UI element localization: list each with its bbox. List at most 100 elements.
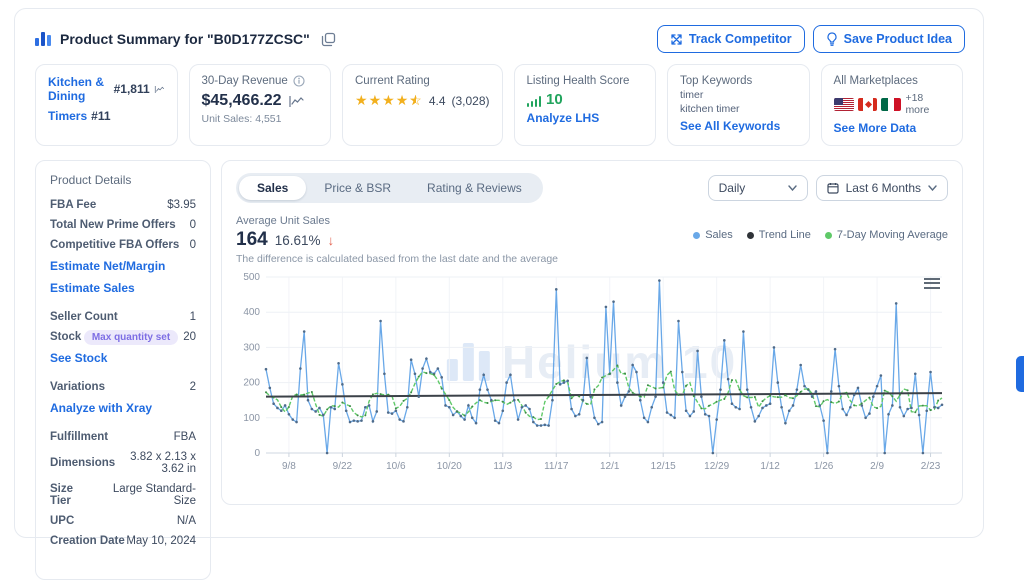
chevron-down-icon	[787, 185, 797, 191]
svg-text:11/17: 11/17	[544, 461, 569, 472]
detail-row: Total New Prime Offers 0	[50, 219, 196, 231]
info-icon[interactable]	[293, 75, 305, 87]
metric-delta: 16.61%	[274, 233, 321, 248]
detail-row: Seller Count 1	[50, 311, 196, 323]
see-all-keywords-link[interactable]: See All Keywords	[680, 119, 781, 134]
category-link[interactable]: Kitchen & Dining	[48, 75, 105, 103]
svg-text:10/6: 10/6	[386, 461, 406, 472]
category-rank-card: Kitchen & Dining #1,811 Timers #11	[35, 64, 178, 146]
svg-text:10/20: 10/20	[437, 461, 462, 472]
unit-sales-label: Unit Sales:	[201, 113, 253, 125]
lhs-card: Listing Health Score 10 Analyze LHS	[513, 64, 657, 146]
detail-label: UPC	[50, 515, 75, 527]
rating-label: Current Rating	[355, 75, 430, 87]
ca-flag-icon	[857, 97, 878, 111]
detail-label: Seller Count	[50, 311, 118, 323]
sales-line-chart[interactable]: 0 100 200 300 400 500 9/8 9/22 10/6 10/20 11/3 11/1…	[236, 267, 948, 489]
subcategory-link[interactable]: Timers	[48, 109, 88, 123]
detail-value: 20	[183, 331, 196, 343]
detail-label: Total New Prime Offers	[50, 219, 176, 231]
signal-bars-icon	[526, 96, 542, 107]
save-product-idea-label: Save Product Idea	[843, 32, 952, 46]
svg-text:0: 0	[254, 448, 260, 459]
stat-cards-row: Kitchen & Dining #1,811 Timers #11 30-Da…	[15, 64, 983, 146]
detail-row: UPC N/A	[50, 515, 196, 527]
subcategory-rank: #11	[91, 109, 111, 123]
category-rank: #1,811	[113, 82, 150, 96]
chart-legend: Sales Trend Line 7-Day Moving Average	[693, 229, 948, 241]
estimate-net-margin-link[interactable]: Estimate Net/Margin	[50, 259, 166, 273]
svg-text:11/3: 11/3	[493, 461, 512, 472]
see-stock-link[interactable]: See Stock	[50, 351, 108, 365]
detail-label: FBA Fee	[50, 199, 97, 211]
sales-chart-card: Sales Price & BSR Rating & Reviews Daily…	[221, 160, 963, 505]
detail-label: Dimensions	[50, 457, 116, 469]
estimate-sales-link[interactable]: Estimate Sales	[50, 281, 135, 295]
analyze-with-xray-link[interactable]: Analyze with Xray	[50, 401, 153, 415]
svg-text:200: 200	[243, 378, 260, 389]
svg-text:400: 400	[243, 307, 260, 318]
svg-text:1/12: 1/12	[760, 461, 780, 472]
svg-text:12/15: 12/15	[651, 461, 676, 472]
metric-value: 164	[236, 229, 268, 250]
tab-price-bsr[interactable]: Price & BSR	[324, 181, 392, 195]
chevron-down-icon	[928, 185, 937, 191]
svg-text:12/1: 12/1	[600, 461, 620, 472]
legend-item-7-day-moving-average[interactable]: 7-Day Moving Average	[824, 229, 948, 241]
svg-text:500: 500	[243, 272, 260, 283]
granularity-select[interactable]: Daily	[707, 175, 808, 201]
marketplaces-label: All Marketplaces	[833, 75, 918, 87]
lhs-label: Listing Health Score	[526, 75, 630, 87]
svg-text:300: 300	[243, 342, 260, 353]
detail-value: 0	[189, 239, 196, 251]
decrease-arrow-icon: ↓	[327, 233, 335, 248]
chart-menu-icon[interactable]	[924, 275, 940, 291]
detail-row: FBA Fee $3.95	[50, 199, 196, 211]
keyword-item: timer	[680, 89, 704, 101]
lhs-score: 10	[546, 91, 563, 108]
track-competitor-button[interactable]: Track Competitor	[656, 25, 805, 53]
max-quantity-badge: Max quantity set	[83, 330, 179, 345]
revenue-history-chart-icon[interactable]	[288, 95, 305, 108]
svg-text:9/22: 9/22	[333, 461, 353, 472]
review-count: (3,028)	[451, 93, 490, 108]
marketplaces-card: All Marketplaces +18 more See More Data	[820, 64, 964, 146]
rating-card: Current Rating ★★★★☆★ 4.4 (3,028)	[342, 64, 503, 146]
product-details-card: Product Details FBA Fee $3.95 Total New Pr…	[35, 160, 211, 580]
analyze-lhs-link[interactable]: Analyze LHS	[526, 111, 600, 125]
detail-label: Creation Date	[50, 535, 125, 547]
metric-note: The difference is calculated based from …	[236, 253, 559, 265]
detail-value: 3.82 x 2.13 x 3.62 in	[130, 451, 196, 475]
detail-value: FBA	[173, 431, 196, 443]
tab-sales[interactable]: Sales	[239, 176, 307, 200]
rank-history-chart-icon[interactable]	[154, 83, 165, 96]
top-keywords-label: Top Keywords	[680, 75, 753, 87]
see-more-data-link[interactable]: See More Data	[833, 121, 917, 135]
copy-asin-icon[interactable]	[321, 32, 336, 47]
rating-value: 4.4	[428, 93, 446, 108]
tab-rating-reviews[interactable]: Rating & Reviews	[427, 181, 522, 195]
mx-flag-icon	[881, 97, 902, 111]
detail-label: Stock	[50, 331, 82, 343]
revenue-value: $45,466.22	[201, 92, 282, 109]
page-title: Product Summary for "B0D177ZCSC"	[60, 31, 310, 47]
top-keywords-card: Top Keywords timer kitchen timer See All…	[667, 64, 810, 146]
svg-text:12/29: 12/29	[704, 461, 729, 472]
save-product-idea-button[interactable]: Save Product Idea	[812, 25, 965, 53]
unit-sales-value: 4,551	[255, 113, 282, 125]
detail-row: Creation Date May 10, 2024	[50, 535, 196, 547]
calendar-icon	[827, 183, 839, 194]
marketplace-flags: +18 more	[833, 92, 951, 116]
track-competitor-label: Track Competitor	[688, 32, 792, 46]
svg-text:2/9: 2/9	[870, 461, 884, 472]
legend-item-sales[interactable]: Sales	[693, 229, 733, 241]
detail-label: Fulfillment	[50, 431, 109, 443]
product-summary-panel: Product Summary for "B0D177ZCSC" Track C…	[14, 8, 984, 580]
panel-header: Product Summary for "B0D177ZCSC" Track C…	[15, 9, 983, 64]
legend-item-trend-line[interactable]: Trend Line	[746, 229, 811, 241]
granularity-value: Daily	[718, 181, 746, 195]
side-panel-tab[interactable]	[1016, 356, 1024, 392]
detail-value: $3.95	[167, 199, 196, 211]
us-flag-icon	[833, 97, 854, 111]
date-range-select[interactable]: Last 6 Months	[815, 175, 948, 201]
